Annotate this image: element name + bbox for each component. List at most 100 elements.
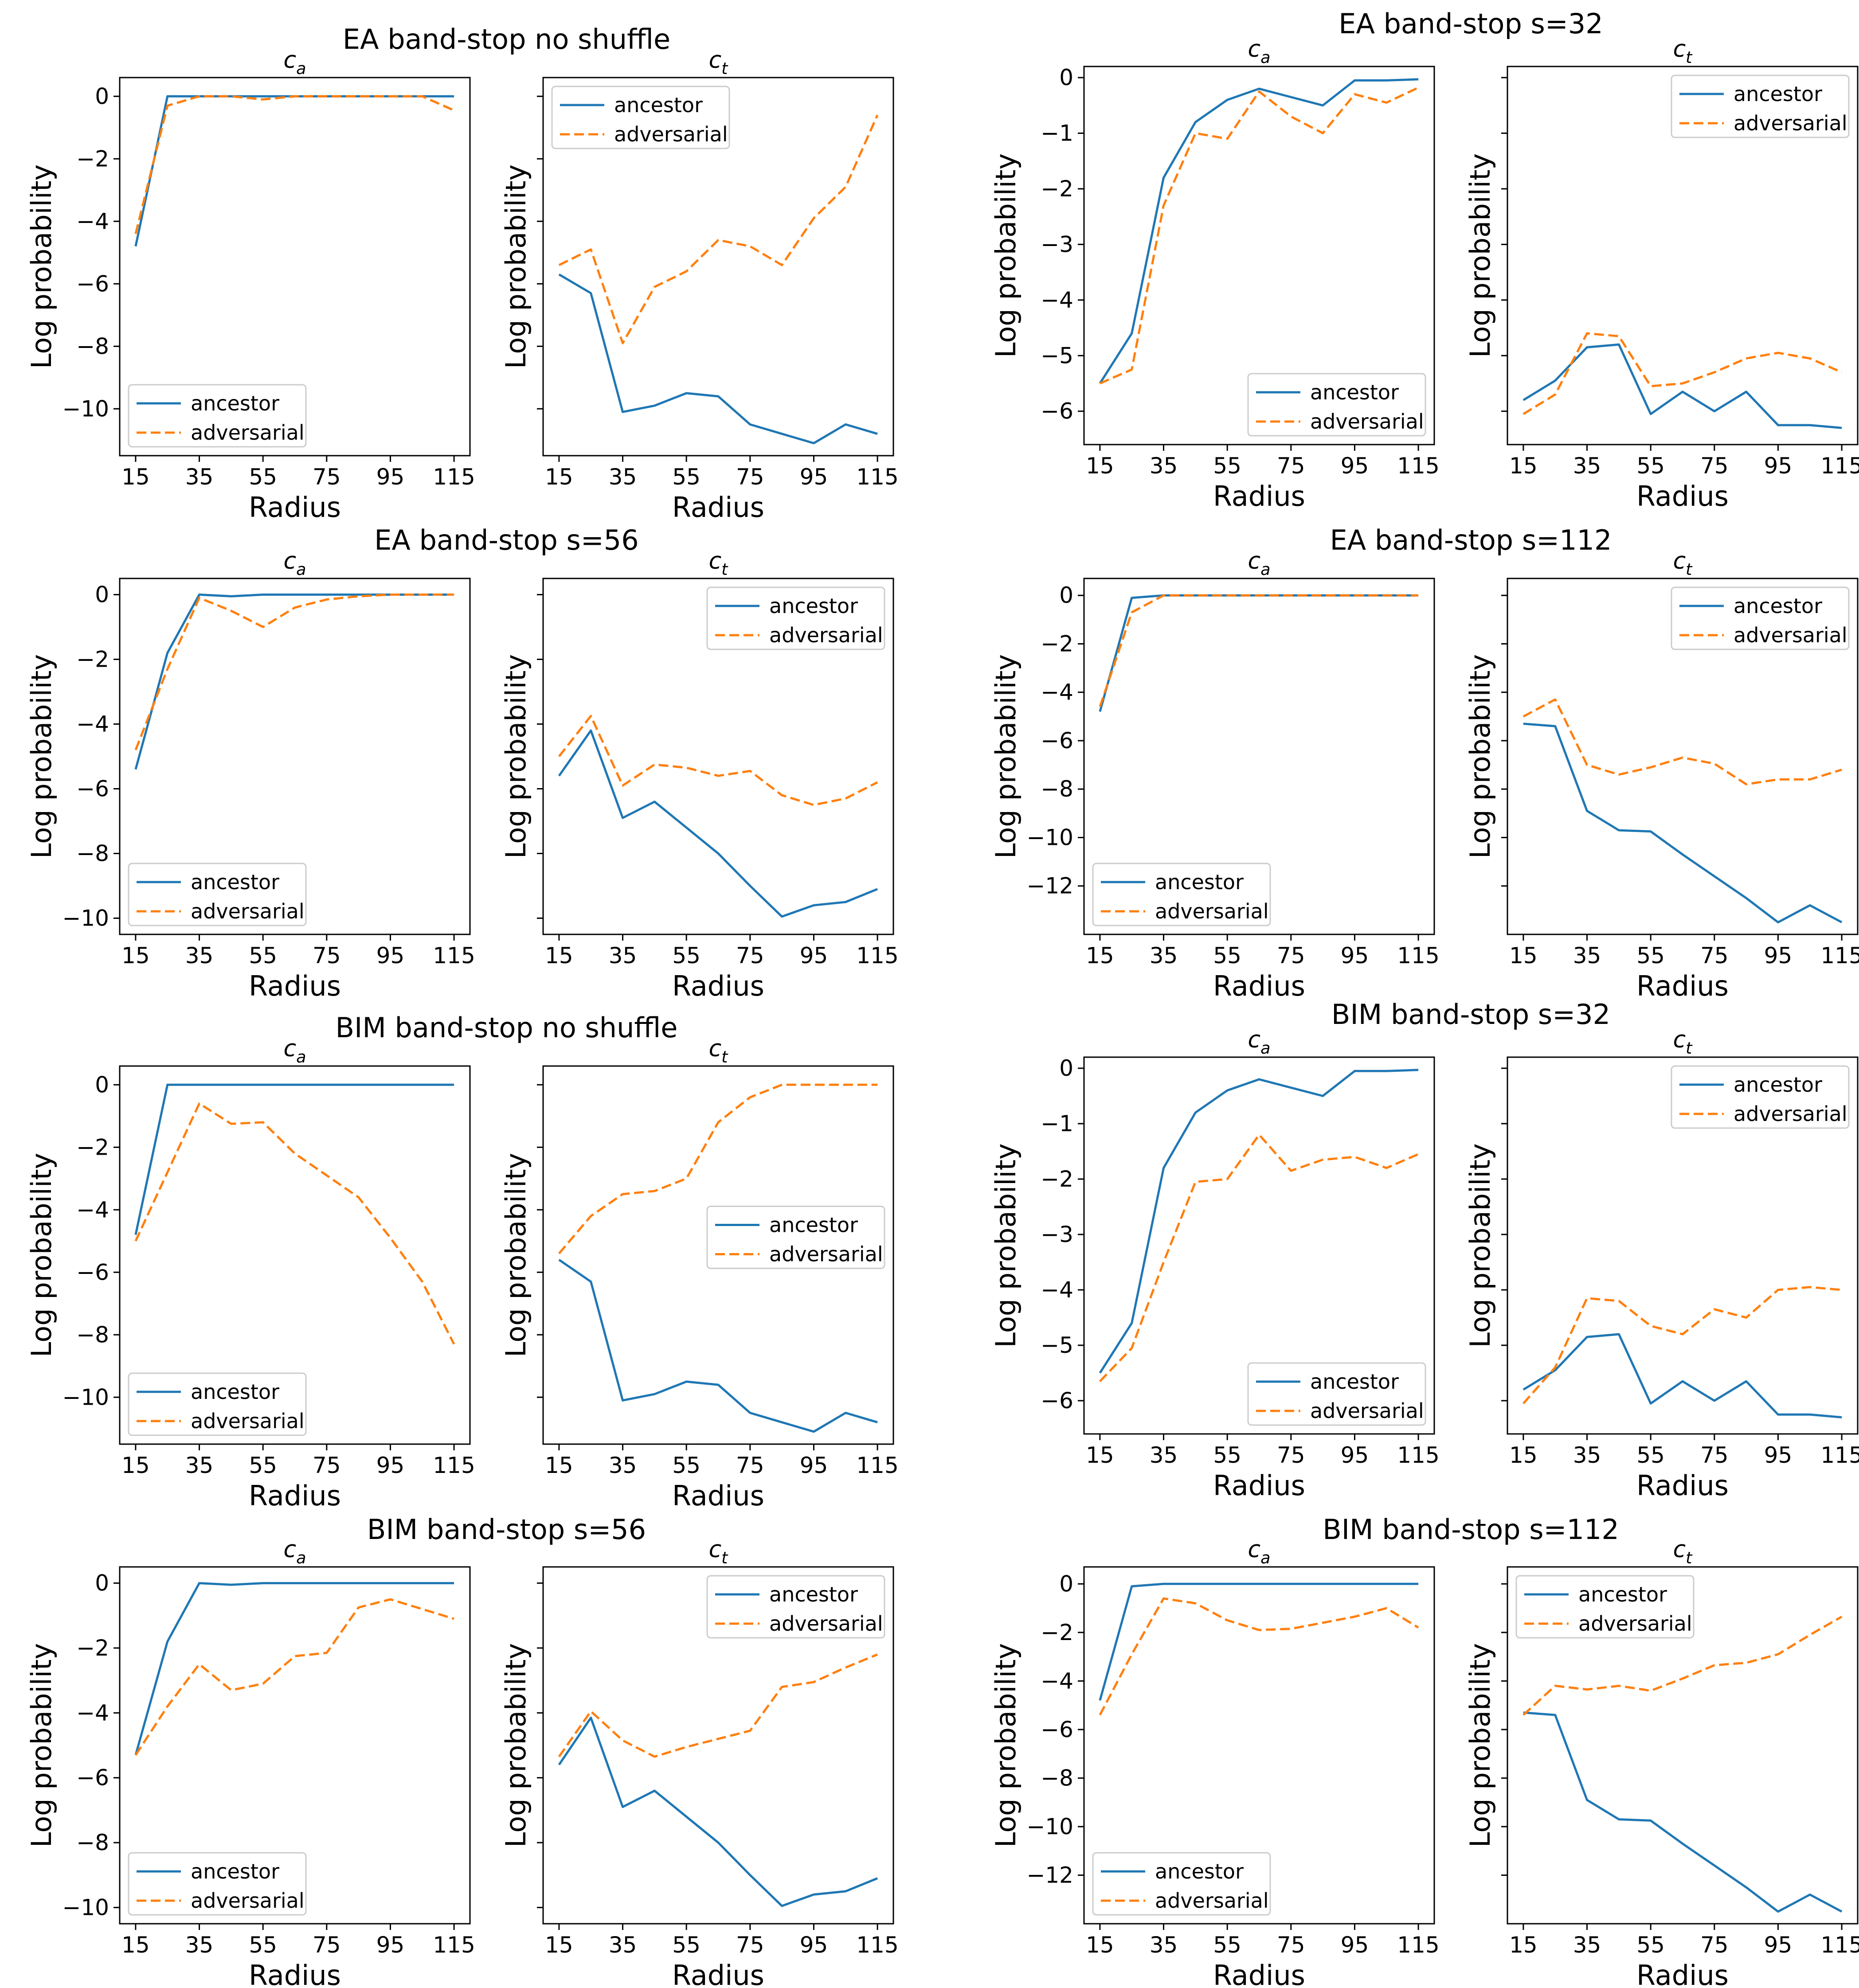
x-tick-label: 115: [433, 464, 475, 490]
subplot-ct: ct 15 35 55 75 95 115 Radius Log probability ance…: [1464, 1536, 1859, 1988]
subplot-ca: ca 15 35 55 75 95 115 0 −1 −2 −3 −4 −5 −6 Radius Log pr…: [990, 1027, 1440, 1502]
legend-label-adversarial: adversarial: [1155, 1889, 1269, 1913]
x-tick-label: 75: [1277, 943, 1305, 969]
series-line-ancestor: [1099, 1582, 1419, 1701]
legend-box: [1247, 1362, 1426, 1426]
legend-label-adversarial: adversarial: [1734, 111, 1847, 135]
legend-box: [128, 1372, 307, 1436]
subplot-title: ca: [1248, 1536, 1271, 1567]
plot-frame: [119, 1566, 471, 1925]
y-tick-label: −6: [1041, 1388, 1073, 1414]
y-axis-label: Log probability: [990, 1143, 1022, 1347]
y-tick-label: −4: [1041, 287, 1073, 313]
legend: ancestor adversarial: [1515, 1575, 1695, 1639]
x-axis-label: Radius: [249, 1959, 341, 1988]
subplot-ca: ca 15 35 55 75 95 115 0 −2 −4 −6 −8 −10 Radius Log pro…: [25, 1536, 475, 1988]
legend-box: [128, 863, 307, 926]
x-tick-label: 55: [249, 1453, 277, 1478]
legend-label-ancestor: ancestor: [1310, 380, 1399, 404]
x-axis-label: Radius: [1213, 970, 1305, 1002]
legend: ancestor adversarial: [1671, 586, 1850, 650]
x-tick-label: 75: [313, 1453, 341, 1478]
x-axis-label: Radius: [672, 970, 764, 1002]
x-tick-label: 35: [185, 1453, 214, 1478]
y-axis-label: Log probability: [500, 164, 532, 369]
x-tick-label: 15: [1086, 1442, 1114, 1468]
y-tick-label: −4: [76, 1700, 109, 1726]
figure-5: BIM band-stop no shuffle ca 15 35 55 75 95 115 0…: [25, 1012, 899, 1512]
x-tick-label: 15: [1509, 1442, 1538, 1468]
y-tick-label: −2: [1041, 176, 1073, 202]
x-tick-label: 75: [313, 943, 341, 969]
x-tick-label: 75: [1700, 1932, 1729, 1958]
subplot-ct: ct 15 35 55 75 95 115 Radius Log probability ance…: [1464, 36, 1859, 512]
x-tick-label: 75: [736, 1932, 764, 1958]
y-tick-label: 0: [95, 83, 109, 109]
y-tick-label: 0: [1059, 582, 1073, 608]
subplot-title: ca: [284, 1536, 306, 1567]
legend-label-ancestor: ancestor: [769, 1582, 858, 1606]
x-tick-label: 95: [376, 464, 405, 490]
y-tick-label: −2: [76, 1635, 109, 1661]
plot-frame: [1083, 578, 1435, 935]
x-axis-label: Radius: [1213, 480, 1305, 512]
series-line-ancestor: [1099, 78, 1419, 384]
x-tick-label: 55: [672, 464, 701, 490]
subplot-ca: ca 15 35 55 75 95 115 0 −2 −4 −6 −8 −10 −12 Radius Log …: [990, 1536, 1440, 1988]
y-tick-label: −5: [1041, 1332, 1073, 1358]
y-tick-label: −2: [76, 647, 109, 672]
x-tick-label: 35: [1573, 453, 1601, 479]
legend: ancestor adversarial: [128, 1852, 307, 1916]
x-tick-label: 115: [433, 943, 475, 969]
subplot-ct: ct 15 35 55 75 95 115 Radius Log probability ance…: [1464, 1027, 1859, 1502]
figure-4: EA band-stop s=112 ca 15 35 55 75 95 115 0 −2 −4 −6…: [990, 524, 1859, 1002]
figure-title: BIM band-stop s=112: [1323, 1513, 1619, 1546]
y-tick-label: −2: [76, 146, 109, 172]
legend: ancestor adversarial: [1247, 373, 1426, 437]
x-tick-label: 55: [1213, 943, 1241, 969]
figure-title: BIM band-stop s=32: [1331, 998, 1610, 1031]
legend-label-ancestor: ancestor: [1155, 870, 1244, 894]
subplot-title: ca: [284, 1035, 306, 1066]
x-tick-label: 15: [1509, 943, 1538, 969]
subplot-ca: ca 15 35 55 75 95 115 0 −2 −4 −6 −8 −10 Radius Log pro…: [25, 1035, 475, 1512]
legend-box: [1671, 1065, 1850, 1129]
figure-8: BIM band-stop s=112 ca 15 35 55 75 95 115 0 −2 −4 −…: [990, 1513, 1859, 1988]
legend-box: [1092, 863, 1271, 926]
y-tick-label: −1: [1041, 1111, 1073, 1137]
y-tick-label: −8: [76, 1830, 109, 1855]
y-tick-label: 0: [1059, 1055, 1073, 1081]
x-tick-label: 115: [856, 1932, 898, 1958]
series-line-adversarial: [1522, 1286, 1842, 1404]
legend-label-adversarial: adversarial: [1734, 623, 1847, 647]
y-tick-label: −10: [1026, 824, 1073, 850]
series-line-adversarial: [1099, 86, 1419, 385]
x-tick-label: 75: [313, 1932, 341, 1958]
x-axis-label: Radius: [249, 491, 341, 523]
y-tick-label: −12: [1026, 1862, 1073, 1888]
plot-frame: [1507, 578, 1859, 935]
y-tick-label: −8: [76, 841, 109, 867]
y-tick-label: −3: [1041, 1222, 1073, 1247]
subplot-title: ca: [1248, 36, 1271, 67]
y-tick-label: −6: [1041, 398, 1073, 424]
x-tick-label: 75: [1700, 1442, 1729, 1468]
figure-title: BIM band-stop no shuffle: [336, 1012, 678, 1044]
y-tick-label: 0: [1059, 65, 1073, 90]
y-tick-label: −2: [1041, 1620, 1073, 1645]
x-tick-label: 75: [313, 464, 341, 490]
figure-title: EA band-stop s=56: [374, 524, 638, 556]
legend-label-ancestor: ancestor: [191, 391, 279, 415]
series-line-ancestor: [1523, 1711, 1843, 1913]
legend-label-adversarial: adversarial: [769, 1242, 883, 1266]
subplot-ct: ct 15 35 55 75 95 115 Radius Log probability ance…: [500, 1536, 899, 1988]
figure-title: BIM band-stop s=56: [367, 1513, 646, 1546]
series-line-ancestor: [1523, 723, 1843, 924]
subplot-title: ct: [709, 1536, 729, 1567]
x-tick-label: 35: [185, 943, 214, 969]
x-axis-label: Radius: [672, 491, 764, 523]
y-tick-label: −8: [1041, 1765, 1073, 1791]
legend-label-ancestor: ancestor: [769, 1213, 858, 1237]
y-tick-label: −10: [1026, 1814, 1073, 1840]
subplot-title: ct: [1673, 36, 1693, 67]
